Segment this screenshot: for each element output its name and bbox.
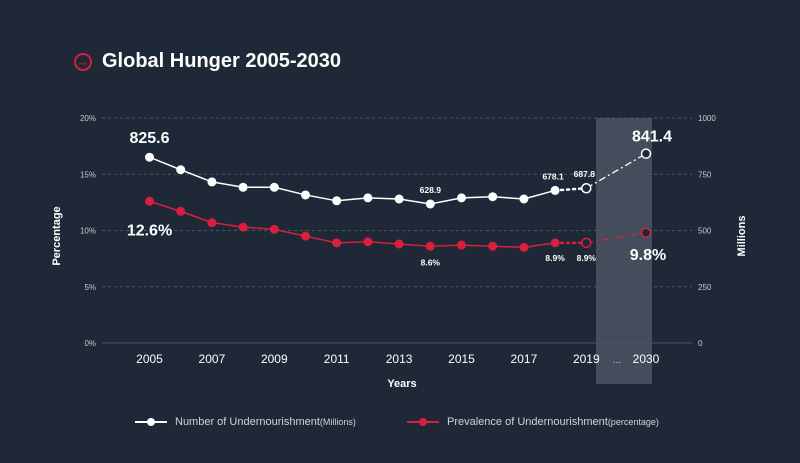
data-point-number [640, 148, 652, 159]
series-line-prevalence [149, 200, 556, 249]
legend-item-number: Number of Undernourishment(Millions) [135, 416, 356, 428]
data-label: 9.8% [630, 247, 666, 264]
series-projection-dashdot-prevalence [586, 232, 647, 244]
x-tick-label: 2011 [324, 352, 350, 366]
data-point-prevalence [332, 238, 342, 248]
data-label: 825.6 [129, 130, 169, 147]
data-point-prevalence [238, 222, 248, 232]
data-point-number [145, 152, 154, 162]
series-line-number [149, 156, 556, 205]
data-point-prevalence [519, 242, 529, 252]
legend-item-prevalence: Prevalence of Undernourishment(percentag… [407, 416, 659, 428]
legend-label-number: Number of Undernourishment(Millions) [175, 416, 356, 428]
data-label: 841.4 [632, 129, 672, 146]
highlight-band-2030 [596, 118, 652, 384]
x-tick-label: 2005 [136, 352, 163, 366]
data-label: 12.6% [127, 222, 172, 239]
data-point-prevalence [550, 238, 560, 248]
x-tick-label: 2019 [573, 352, 600, 366]
data-point-number [457, 193, 466, 203]
legend-label-prevalence: Prevalence of Undernourishment(percentag… [447, 416, 659, 428]
data-point-prevalence [457, 240, 466, 250]
arrow-right-circle-icon: → [74, 52, 92, 71]
series-projection-dashdot-number [585, 153, 647, 189]
data-point-number [301, 190, 310, 200]
data-point-number [238, 182, 248, 192]
data-point-prevalence [176, 206, 186, 216]
data-point-number [363, 193, 373, 203]
data-point-number [519, 194, 529, 204]
data-point-number [207, 177, 217, 187]
data-point-number [394, 194, 404, 204]
data-label: 628.9 [420, 185, 442, 195]
y2-axis-title: Millions [736, 216, 748, 257]
y2-tick-label: 0 [698, 339, 703, 348]
data-point-number [425, 199, 435, 209]
y-axis-title: Percentage [51, 206, 63, 265]
data-label: 8.6% [421, 257, 441, 267]
x-tick-label: 2009 [261, 352, 288, 366]
data-label: 678.1 [542, 171, 564, 181]
data-point-prevalence [394, 239, 404, 249]
y-tick-label: 10% [80, 227, 96, 236]
data-point-number [332, 196, 342, 206]
data-point-prevalence [207, 218, 217, 228]
y2-tick-label: 500 [698, 227, 712, 236]
y2-tick-label: 750 [698, 170, 712, 179]
x-axis-break-label: ... [613, 355, 621, 366]
data-point-prevalence [269, 224, 279, 234]
y-tick-label: 5% [84, 283, 96, 292]
chart-title: Global Hunger 2005-2030 [102, 50, 341, 72]
y-tick-label: 0% [84, 339, 96, 348]
data-point-number [550, 185, 560, 195]
x-tick-label: 2017 [511, 352, 538, 366]
data-point-prevalence [488, 241, 498, 251]
legend-swatch-number [135, 417, 167, 427]
chart-title-block: → Global Hunger 2005-2030 [74, 50, 341, 73]
x-axis-title: Years [387, 378, 416, 390]
data-label: 8.9% [545, 253, 565, 263]
x-tick-label: 2015 [448, 352, 475, 366]
data-label: 8.9% [577, 253, 597, 263]
data-point-prevalence [363, 237, 373, 247]
data-point-prevalence [301, 231, 310, 241]
data-point-number [581, 182, 592, 194]
x-tick-label: 2013 [386, 352, 413, 366]
data-point-number [176, 165, 186, 175]
y-tick-label: 15% [80, 170, 96, 179]
legend-swatch-prevalence [407, 417, 439, 427]
data-point-prevalence [640, 227, 652, 238]
data-label: 687.8 [574, 169, 596, 179]
x-tick-label: 2030 [633, 352, 660, 366]
data-point-number [269, 182, 279, 192]
y-tick-label: 20% [80, 114, 96, 123]
data-point-prevalence [425, 241, 435, 251]
y2-tick-label: 250 [698, 283, 712, 292]
x-tick-label: 2007 [199, 352, 226, 366]
data-point-number [488, 192, 498, 202]
y2-tick-label: 1000 [698, 114, 716, 123]
data-point-prevalence [581, 237, 592, 249]
data-point-prevalence [145, 196, 154, 206]
